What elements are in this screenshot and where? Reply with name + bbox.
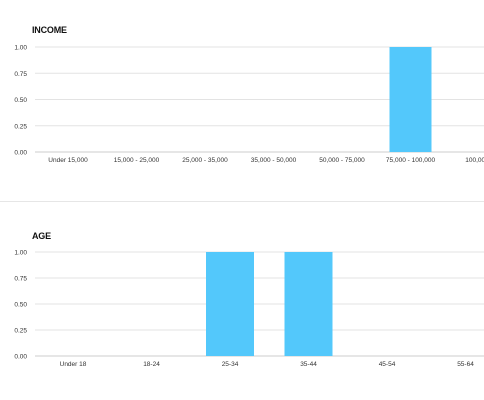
age-y-tick-label: 0.25 xyxy=(14,328,27,335)
age-x-tick-label: 25-34 xyxy=(222,361,239,368)
age-y-tick-label: 0.00 xyxy=(14,354,27,361)
age-x-tick-label: 55-64 xyxy=(457,361,474,368)
income-bar xyxy=(389,47,432,152)
age-bar-chart: 1.00 0.75 0.50 0.25 0.00 Under 18 18-24 25-34 35… xyxy=(14,250,484,368)
income-y-tick-label: 1.00 xyxy=(14,45,27,52)
age-bar xyxy=(284,252,333,356)
income-y-tick-label: 0.00 xyxy=(14,150,27,157)
age-bar xyxy=(206,252,254,356)
age-y-tick-label: 1.00 xyxy=(14,250,27,257)
age-x-tick-label: 45-54 xyxy=(379,361,396,368)
age-x-tick-label: 35-44 xyxy=(300,361,317,368)
income-y-tick-label: 0.25 xyxy=(14,123,27,130)
income-x-tick-label: 25,000 - 35,000 xyxy=(182,157,228,164)
income-bar-chart: 1.00 0.75 0.50 0.25 0.00 Under 15,000 15,000 -… xyxy=(14,45,484,164)
income-x-tick-label: 15,000 - 25,000 xyxy=(114,157,160,164)
age-chart-panel: AGE 1.00 0.75 0.50 0.25 0.00 Under 18 18-24 25-… xyxy=(0,204,484,400)
age-y-tick-label: 0.75 xyxy=(14,276,27,283)
income-x-tick-label: 50,000 - 75,000 xyxy=(319,157,365,164)
income-chart-title: INCOME xyxy=(32,25,67,35)
income-x-tick-label: Under 15,000 xyxy=(48,157,88,164)
age-x-tick-label: Under 18 xyxy=(60,361,87,368)
income-chart-panel: INCOME 1.00 0.75 0.50 0.25 0.00 Under 15,000 1… xyxy=(14,25,484,164)
age-x-tick-label: 18-24 xyxy=(143,361,160,368)
income-x-tick-label: 35,000 - 50,000 xyxy=(251,157,297,164)
age-chart-title: AGE xyxy=(32,231,51,241)
income-x-tick-label: 75,000 - 100,000 xyxy=(386,157,436,164)
income-x-tick-label: 100,000 - xyxy=(465,157,484,164)
income-y-tick-label: 0.75 xyxy=(14,71,27,78)
income-y-tick-label: 0.50 xyxy=(14,97,27,104)
panel-divider xyxy=(0,201,484,202)
age-y-tick-label: 0.50 xyxy=(14,302,27,309)
